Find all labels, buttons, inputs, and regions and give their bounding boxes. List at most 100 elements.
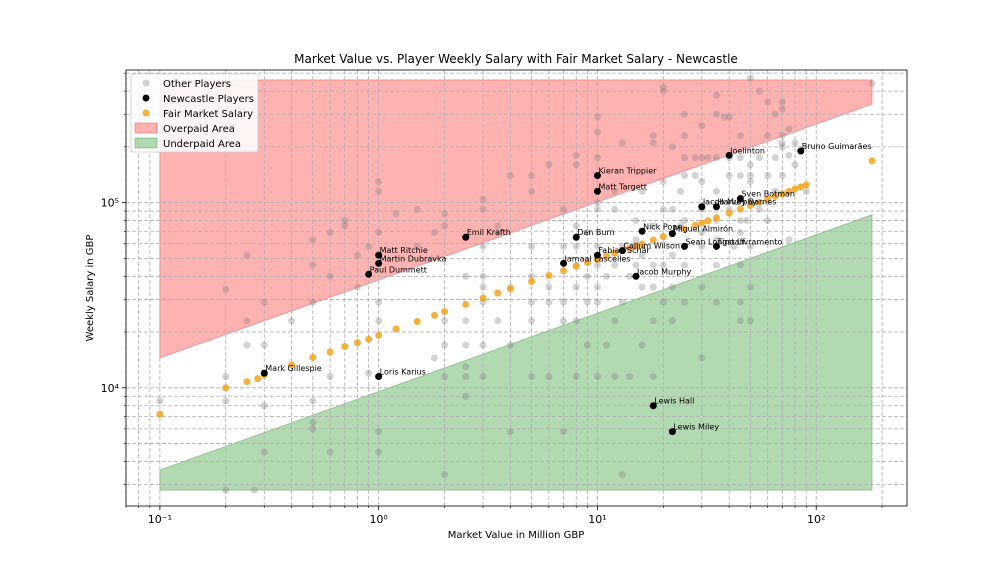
x-tick-label: 10² [807,513,825,526]
other-player-point [668,283,676,291]
other-player-point [479,283,487,291]
other-player-point [746,177,754,185]
newcastle-player-label: Nick Pope [643,222,682,231]
other-player-point [638,251,646,259]
other-player-point [618,139,626,147]
other-player-point [309,425,317,433]
newcastle-player-label: Tino Livramento [716,237,782,246]
other-player-point [506,341,514,349]
other-player-point [712,110,720,118]
newcastle-player-point [375,251,383,259]
other-player-point [698,177,706,185]
underpaid-area [159,214,873,491]
newcastle-player-point [593,187,601,195]
other-player-point [736,217,744,225]
other-player-point [680,154,688,162]
other-player-point [479,341,487,349]
other-player-point [755,87,763,95]
fair-salary-point [326,348,334,356]
other-player-point [572,242,580,250]
newcastle-player-label: Matt Targett [598,182,647,191]
fair-salary-point [431,311,439,319]
other-player-point [602,272,610,280]
newcastle-player-point [649,402,657,410]
fair-salary-point [771,192,779,200]
other-player-point [680,217,688,225]
other-player-point [260,341,268,349]
other-player-point [365,242,373,250]
fair-salary-point [785,187,793,195]
newcastle-player-point [725,151,733,159]
newcastle-player-point [375,259,383,267]
newcastle-player-label: Harvey Barnes [717,198,776,207]
newcastle-player-label: Miguel Almirón [673,224,733,234]
other-player-point [785,125,793,133]
other-player-point [611,261,619,269]
other-player-point [528,298,536,306]
newcastle-player-label: Paul Dummett [370,265,427,274]
other-player-point [725,113,733,121]
other-player-point [659,177,667,185]
other-player-point [712,236,720,244]
newcastle-player-point [736,195,744,203]
fair-salary-point [288,361,296,369]
other-player-point [341,217,349,225]
fair-salary-point [725,209,733,217]
other-player-point [479,242,487,250]
legend-label: Underpaid Area [163,139,241,150]
other-player-point [659,261,667,269]
fair-salary-point [649,236,657,244]
newcastle-player-point [375,373,383,381]
other-player-point [560,205,568,213]
fair-salary-point [791,185,799,193]
other-player-point [736,298,744,306]
other-player-point [730,242,738,250]
other-player-point [494,222,502,230]
other-player-point [755,205,763,213]
other-player-point [611,373,619,381]
other-player-point [572,373,580,381]
other-player-point [309,298,317,306]
other-player-point [778,132,786,140]
other-player-point [593,113,601,121]
fair-salary-point [462,300,470,308]
other-player-point [778,139,786,147]
other-player-point [309,236,317,244]
legend-box [130,73,259,153]
newcastle-player-label: Emil Krafth [467,228,511,237]
legend-label: Fair Market Salary [163,109,253,120]
other-player-point [698,242,706,250]
other-player-point [222,486,230,494]
axis-ticks: 10⁻¹ 10⁰ 10¹ 10² 10⁴ 10⁵ [101,72,883,526]
other-player-point [649,139,657,147]
other-player-point [649,261,657,269]
other-player-point [413,242,421,250]
newcastle-player-label: Fabian Schär [598,246,650,255]
other-player-point [560,298,568,306]
other-player-point [668,251,676,259]
other-player-point [602,341,610,349]
other-player-point [441,210,449,218]
newcastle-player-label: Sean Longstaff [685,237,745,246]
other-player-point [764,132,772,140]
other-player-point [625,272,633,280]
fair-salary-point [691,221,699,229]
newcastle-player-point [593,251,601,259]
other-player-point [243,341,251,349]
legend-label: Other Players [163,79,231,90]
other-player-point [712,154,720,162]
other-player-point [528,272,536,280]
other-player-point [156,397,164,405]
other-player-point [462,363,470,371]
other-player-point [441,471,449,479]
newcastle-player-point [712,242,720,250]
x-tick-label: 10⁻¹ [148,513,172,526]
other-player-point [611,205,619,213]
fair-salary-point [704,217,712,225]
other-player-point [632,261,640,269]
x-tick-label: 10¹ [588,513,606,526]
fair-salary-point [479,294,487,302]
fair-salary-point [802,181,810,189]
other-player-point [545,161,553,169]
other-player-point [326,228,334,236]
